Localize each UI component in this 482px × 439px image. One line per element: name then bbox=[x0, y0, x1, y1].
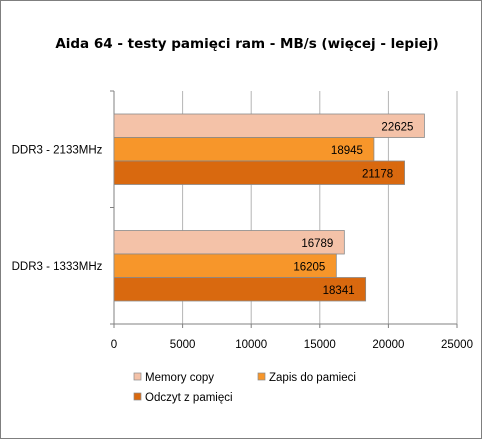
data-label: 16205 bbox=[293, 261, 325, 273]
data-label-box bbox=[319, 280, 358, 298]
x-tick-label: 25000 bbox=[441, 339, 473, 351]
bar-odczyt-z-pamięci bbox=[113, 277, 367, 302]
data-label-box bbox=[327, 140, 366, 158]
x-tick-label: 5000 bbox=[170, 339, 196, 351]
chart-title: Aida 64 - testy pamięci ram - MB/s (więc… bbox=[55, 36, 438, 52]
data-label-box bbox=[358, 164, 397, 182]
legend-swatch bbox=[133, 372, 142, 381]
x-tick-label: 0 bbox=[111, 339, 117, 351]
x-tick-label: 20000 bbox=[372, 339, 404, 351]
plot-area: 0 5000 10000 15000 20000 25000 DDR3 - 2133MHz 2… bbox=[12, 90, 473, 351]
x-tick-label: 15000 bbox=[304, 339, 336, 351]
legend: Memory copy Zapis do pamieci Odczyt z pami… bbox=[133, 372, 356, 404]
data-label-box bbox=[290, 257, 329, 275]
legend-label: Zapis do pamieci bbox=[269, 372, 356, 384]
data-label: 18341 bbox=[323, 285, 355, 297]
data-label-box bbox=[378, 117, 417, 135]
category-label: DDR3 - 2133MHz bbox=[12, 144, 103, 156]
bar-odczyt-z-pamięci bbox=[113, 160, 405, 185]
data-label: 18945 bbox=[331, 145, 363, 157]
legend-label: Odczyt z pamięci bbox=[145, 392, 233, 404]
data-label: 22625 bbox=[381, 121, 413, 133]
legend-swatch bbox=[133, 392, 142, 401]
x-tick-label: 10000 bbox=[235, 339, 267, 351]
legend-swatch bbox=[257, 372, 266, 381]
bar-memory-copy bbox=[113, 113, 425, 138]
category-label: DDR3 - 1333MHz bbox=[12, 261, 103, 273]
data-label-box bbox=[298, 233, 337, 251]
legend-label: Memory copy bbox=[145, 372, 214, 384]
data-label: 16789 bbox=[301, 238, 333, 250]
data-label: 21178 bbox=[362, 168, 393, 180]
